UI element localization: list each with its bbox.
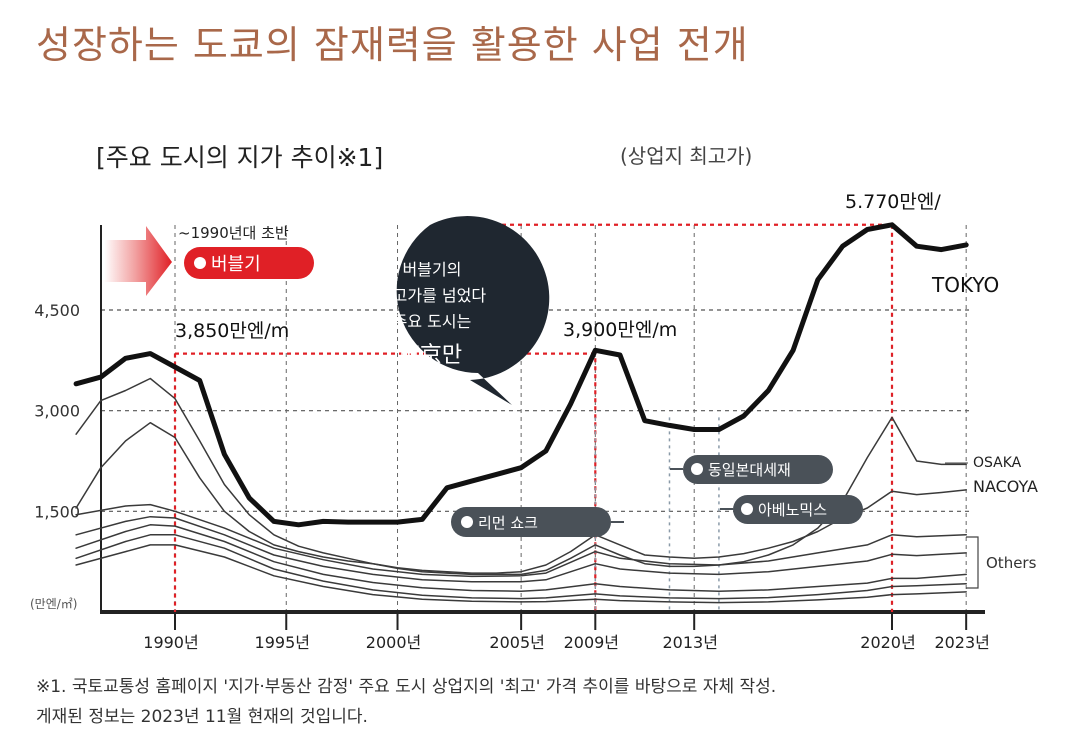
event-pill-bg (451, 507, 611, 537)
series-label-nagoya: NACOYA (973, 477, 1038, 496)
event-pill-dot (461, 516, 473, 528)
series-line-nacoya (75, 421, 967, 574)
x-tick-label: 2009년 (564, 633, 619, 652)
bubble-pill (184, 247, 314, 279)
x-tick-label: 1990년 (143, 633, 198, 652)
event-pill-dot (691, 463, 703, 475)
chart-subtitle: (상업지 최고가) (620, 144, 752, 168)
bubble-pill-label: 버블기 (211, 254, 261, 275)
chart-title: [주요 도시의 지가 추이※1] (96, 143, 383, 172)
event-pill-label: 동일본대세재 (708, 461, 791, 479)
peak-reference-lines (173, 223, 894, 612)
y-tick-label: 1,500 (34, 502, 80, 521)
series-line-other (75, 503, 967, 578)
series-label-others: Others (986, 554, 1037, 572)
x-tick-label: 2000년 (366, 633, 421, 652)
callout-line-3: 주요 도시는 (393, 312, 472, 331)
x-axis-ticks: 1990년 1995년 2000년 2005년 2009년 2013년 2020년 2023년 (143, 612, 990, 652)
event-pill-dot (741, 503, 753, 515)
y-axis-ticks: 1,500 3,000 4,500 (34, 301, 80, 521)
series-line-other (75, 515, 967, 583)
bubble-era-caption: ~1990년대 초반 (178, 224, 289, 242)
event-pill-tohoku: 동일본대세재 (670, 455, 833, 484)
y-unit-label: (만엔/㎡) (30, 597, 78, 611)
peak-label: 5.770만엔/ (845, 191, 941, 213)
callout-bubble: 버블기의 최고가를 넘었다 주요 도시는 東京만 (378, 216, 550, 405)
callout-emphasis: 東京만 (398, 343, 462, 368)
page-title: 성장하는 도쿄의 잠재력을 활용한 사업 전개 (36, 23, 749, 67)
others-bracket (966, 536, 979, 589)
series-line-other (75, 524, 967, 592)
series-line-other (75, 544, 967, 604)
footnote-line-1: ※1. 국토교통성 홈페이지 '지가·부동산 감정' 주요 도시 상업지의 '최… (36, 677, 777, 697)
x-tick-label: 2020년 (860, 633, 915, 652)
x-tick-label: 1995년 (255, 633, 310, 652)
series-label-tokyo: TOKYO (931, 273, 999, 297)
callout-shape (396, 216, 550, 405)
series-lines (73, 222, 969, 604)
peak-label: 3,850만엔/m (175, 320, 289, 342)
y-tick-label: 4,500 (34, 301, 80, 320)
y-tick-label: 3,000 (34, 402, 80, 421)
series-line-osaka (75, 377, 967, 576)
event-pill-abenomics: 아베노믹스 (720, 495, 863, 524)
x-tick-label: 2013년 (662, 633, 717, 652)
series-labels: TOKYO OSAKA NACOYA Others (931, 273, 1038, 589)
event-pill-label: 아베노믹스 (758, 501, 827, 519)
series-line-other (75, 534, 967, 600)
callout-line-2: 최고가를 넘었다 (378, 286, 486, 305)
footnote: ※1. 국토교통성 홈페이지 '지가·부동산 감정' 주요 도시 상업지의 '최… (36, 672, 1066, 732)
event-pill-label: 리먼 쇼크 (478, 514, 538, 532)
peak-label: 3,900만엔/m (563, 319, 677, 341)
x-tick-label: 2023년 (934, 633, 989, 652)
callout-line-1: 버블기의 (403, 260, 462, 279)
series-label-osaka: OSAKA (973, 455, 1022, 471)
bubble-era-arrow (104, 226, 172, 296)
x-tick-label: 2005년 (489, 633, 544, 652)
event-pill-lehman: 리먼 쇼크 (451, 507, 624, 537)
peak-labels: 3,850만엔/m 3,900만엔/m 5.770만엔/ (175, 191, 941, 342)
event-pill-bg (683, 455, 833, 484)
footnote-line-2: 게재된 정보는 2023년 11월 현재의 것입니다. (36, 707, 368, 727)
event-pill-bg (733, 495, 863, 524)
bubble-pill-dot (194, 257, 206, 269)
series-line-tokyo (73, 222, 969, 528)
